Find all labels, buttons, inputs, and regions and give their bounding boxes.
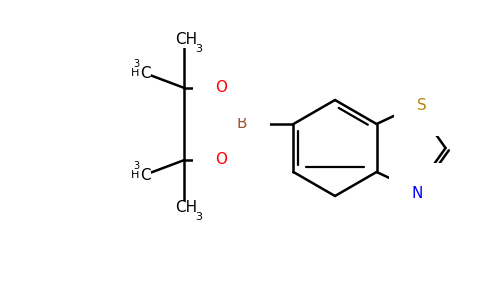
Text: B: B <box>236 116 247 131</box>
Text: 3: 3 <box>196 44 202 54</box>
Text: H: H <box>131 68 139 78</box>
Text: O: O <box>215 152 227 167</box>
Text: H: H <box>131 170 139 180</box>
Text: 3: 3 <box>196 212 202 222</box>
Text: N: N <box>412 186 423 201</box>
Text: S: S <box>417 98 426 113</box>
Text: CH: CH <box>175 32 197 47</box>
Text: 3: 3 <box>133 161 139 171</box>
Text: C: C <box>140 65 151 80</box>
Text: 3: 3 <box>133 59 139 69</box>
Text: C: C <box>140 167 151 182</box>
Text: CH: CH <box>175 200 197 215</box>
Text: O: O <box>215 80 227 95</box>
